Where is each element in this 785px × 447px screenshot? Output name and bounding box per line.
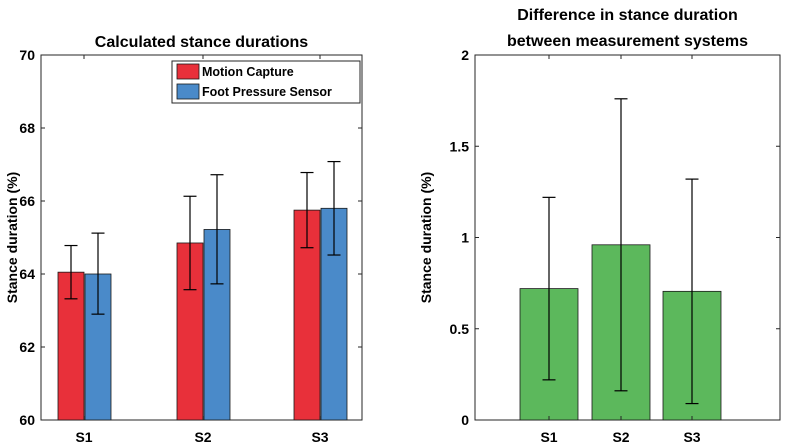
y-tick-label: 2 xyxy=(461,47,469,63)
x-tick-label: S3 xyxy=(311,429,328,445)
legend-label: Foot Pressure Sensor xyxy=(202,85,332,99)
y-tick-label: 0 xyxy=(461,412,469,428)
y-axis-label: Stance duration (%) xyxy=(4,172,20,303)
legend-swatch xyxy=(176,83,200,100)
y-tick-label: 1.5 xyxy=(450,138,470,154)
stance-durations-chart: 60 62 64 66 68 70 S1 S2 S3 Calculated stance dura… xyxy=(4,34,363,445)
y-axis-label: Stance duration (%) xyxy=(418,172,434,303)
y-tick-label: 60 xyxy=(19,412,35,428)
legend-box xyxy=(171,60,361,104)
x-tick-label: S3 xyxy=(683,429,700,445)
legend-swatch xyxy=(176,63,200,80)
y-tick-label: 0.5 xyxy=(450,321,470,337)
y-tick-label: 70 xyxy=(19,47,35,63)
x-tick-label: S2 xyxy=(612,429,629,445)
chart-title: Calculated stance durations xyxy=(95,34,308,51)
y-tick-label: 62 xyxy=(19,339,35,355)
x-tick-label: S2 xyxy=(194,429,211,445)
chart-title: between measurement systems xyxy=(507,33,748,50)
x-tick-label: S1 xyxy=(540,429,557,445)
stance-difference-chart: 0 0.5 1 1.5 2 S1 S2 S3 Difference in stance dura… xyxy=(418,7,781,445)
y-tick-label: 66 xyxy=(19,193,35,209)
legend: Motion Capture Foot Pressure Sensor xyxy=(171,60,361,104)
y-tick-label: 68 xyxy=(19,120,35,136)
legend-label: Motion Capture xyxy=(202,65,294,79)
chart-title: Difference in stance duration xyxy=(517,7,738,24)
y-tick-label: 1 xyxy=(461,230,469,246)
y-tick-label: 64 xyxy=(19,266,35,282)
x-tick-label: S1 xyxy=(75,429,92,445)
